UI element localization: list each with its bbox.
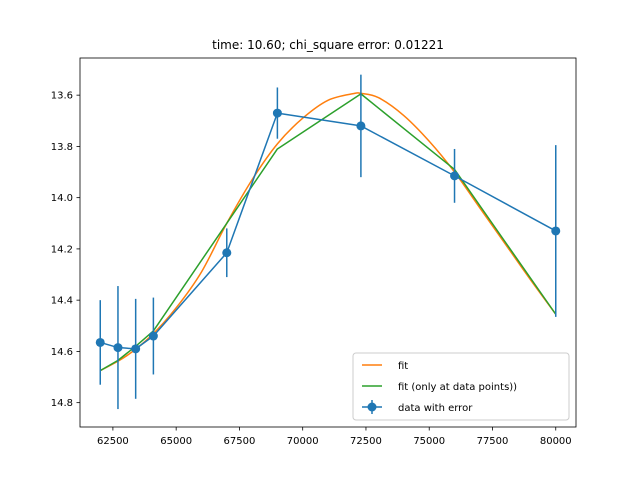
- y-tick-label: 13.8: [51, 142, 73, 153]
- data-point: [222, 248, 232, 258]
- legend-label: fit (only at data points)): [398, 382, 517, 393]
- data-point: [551, 226, 561, 236]
- y-tick-label: 14.6: [51, 347, 73, 358]
- legend-entry: fit: [362, 361, 408, 372]
- x-tick-label: 65000: [160, 436, 192, 447]
- legend-label: data with error: [398, 403, 473, 414]
- y-tick-label: 14.0: [51, 193, 73, 204]
- legend-marker: [367, 402, 377, 412]
- y-tick-label: 14.4: [51, 296, 73, 307]
- axes-frame: [79, 57, 577, 428]
- data-point: [450, 171, 460, 181]
- legend-entry: fit (only at data points)): [362, 382, 517, 393]
- data-point: [113, 343, 123, 353]
- x-tick-label: 80000: [540, 436, 572, 447]
- axis-ticks: 62500 65000 67500 70000 72500 75000 77500 80000…: [51, 91, 572, 447]
- data-point: [356, 121, 366, 131]
- y-tick-label: 14.8: [51, 398, 73, 409]
- x-tick-label: 70000: [287, 436, 319, 447]
- legend-label: fit: [398, 361, 408, 372]
- data-point: [148, 331, 158, 341]
- series-1: [99, 92, 557, 372]
- legend-box: [352, 352, 570, 421]
- plot-area: [95, 74, 561, 410]
- series-line-2: [99, 93, 557, 372]
- chart-title: time: 10.60; chi_square error: 0.01221: [212, 38, 444, 52]
- x-tick-label: 62500: [97, 436, 129, 447]
- series-2: [99, 93, 557, 372]
- x-tick-label: 77500: [477, 436, 509, 447]
- x-tick-label: 67500: [224, 436, 256, 447]
- data-point: [131, 344, 141, 354]
- legend: fit fit (only at data points)) data with e…: [352, 352, 570, 421]
- series-line-1: [99, 92, 557, 372]
- legend-entry: data with error: [362, 400, 473, 414]
- y-tick-label: 14.2: [51, 244, 73, 255]
- y-tick-label: 13.6: [51, 91, 73, 102]
- data-point: [95, 337, 105, 347]
- x-tick-label: 75000: [413, 436, 445, 447]
- x-tick-label: 72500: [350, 436, 382, 447]
- data-point: [272, 108, 282, 118]
- series-3: [95, 74, 561, 410]
